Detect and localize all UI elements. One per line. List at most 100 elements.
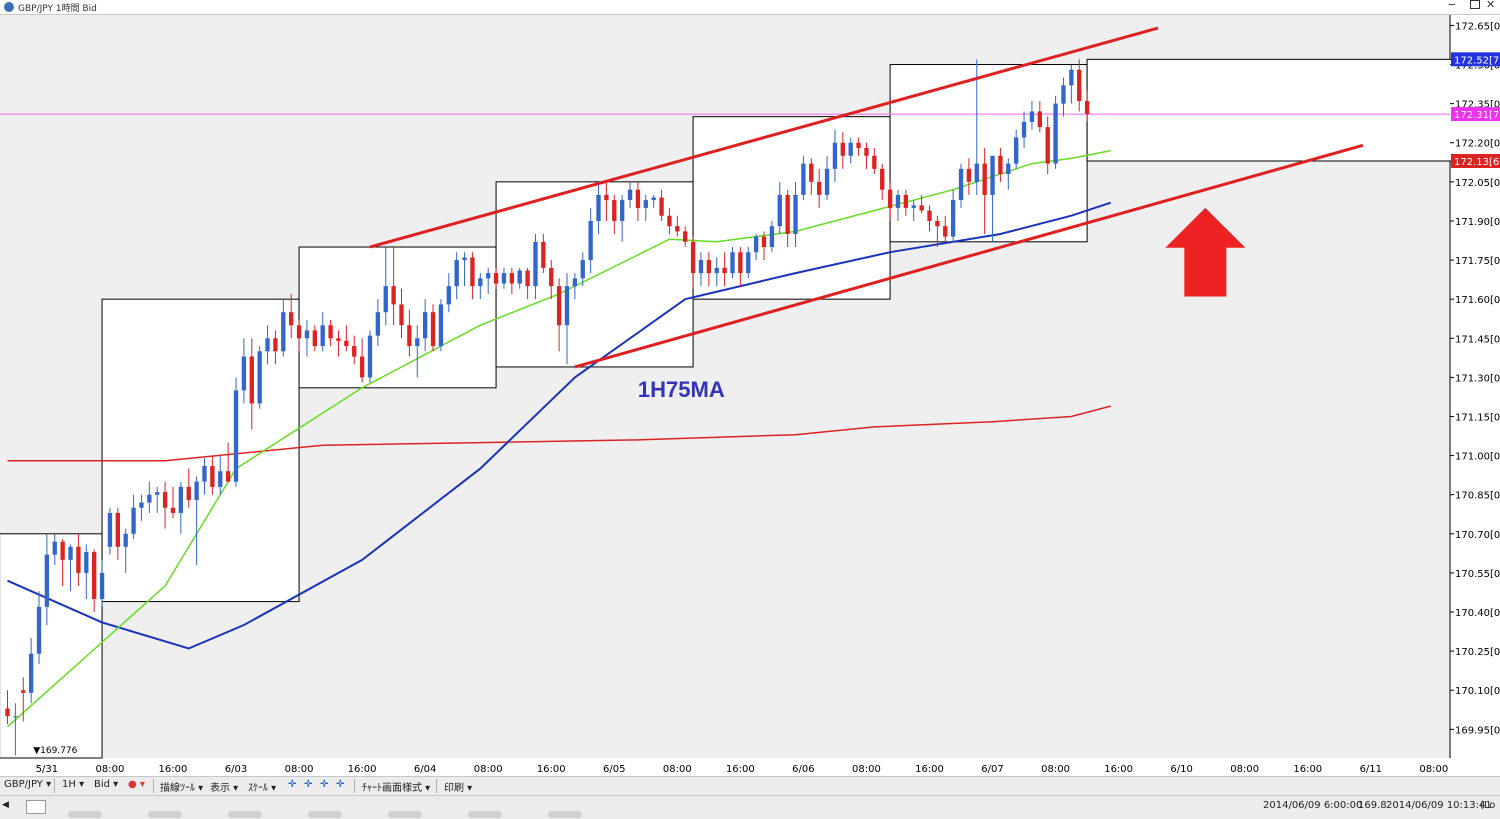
x-tick-label: 5/31 bbox=[36, 764, 58, 775]
candle-body bbox=[525, 270, 530, 287]
candle-body bbox=[777, 194, 782, 227]
candle-body bbox=[501, 273, 507, 284]
candle-body bbox=[241, 356, 247, 391]
x-tick-label: 08:00 bbox=[852, 764, 881, 775]
candle-body bbox=[1061, 85, 1066, 104]
candle-body bbox=[115, 512, 120, 547]
candle-body bbox=[155, 492, 160, 495]
candle-body bbox=[769, 226, 775, 248]
candle-body bbox=[722, 267, 727, 274]
candle-body bbox=[328, 325, 333, 339]
x-tick-label: 16:00 bbox=[537, 764, 566, 775]
scrollbar-track[interactable] bbox=[48, 802, 1248, 818]
color-picker-icon[interactable]: ● ▾ bbox=[128, 779, 145, 790]
x-tick-label: 08:00 bbox=[1041, 764, 1070, 775]
candle-body bbox=[218, 471, 223, 487]
y-tick-label: 171.60[0] bbox=[1455, 295, 1500, 306]
status-time-1: 2014/06/09 6:00:00 bbox=[1263, 800, 1363, 811]
candle-body bbox=[438, 304, 444, 347]
candle-body bbox=[840, 142, 845, 156]
candle-body bbox=[344, 340, 349, 347]
candle-body bbox=[903, 194, 909, 208]
candle-body bbox=[92, 552, 97, 599]
x-tick-label: 6/04 bbox=[414, 764, 436, 775]
maximize-icon[interactable] bbox=[1470, 0, 1480, 9]
candle-body bbox=[399, 304, 404, 326]
draw-tools-menu[interactable]: 描線ﾂｰﾙ ▾ bbox=[160, 783, 204, 794]
status-time-2: 2014/06/09 10:13:41 bbox=[1386, 800, 1492, 811]
candle-body bbox=[422, 312, 428, 339]
x-tick-label: 16:00 bbox=[348, 764, 377, 775]
candle-body bbox=[194, 481, 199, 500]
candle-body bbox=[352, 346, 357, 357]
x-tick-label: 6/05 bbox=[603, 764, 625, 775]
candlestick-chart[interactable]: 1H75MA▼169.776 172.65[0]172.50[0]172.35[… bbox=[0, 15, 1500, 775]
chart-toolbar: GBP/JPY ▾ 1H ▾ Bid ▾ ● ▾ 描線ﾂｰﾙ ▾ 表示 ▾ ｽｹ… bbox=[0, 776, 1500, 795]
chart-area[interactable]: 1H75MA▼169.776 172.65[0]172.50[0]172.35[… bbox=[0, 15, 1500, 775]
y-tick-label: 171.00[0] bbox=[1455, 452, 1500, 463]
candle-body bbox=[517, 270, 522, 284]
scale-menu[interactable]: ｽｹｰﾙ ▾ bbox=[248, 783, 277, 794]
candle-body bbox=[281, 312, 286, 352]
candle-body bbox=[1014, 137, 1019, 164]
candle-body bbox=[785, 194, 790, 234]
status-bar: ◀ 2014/06/09 6:00:00 169.8 2014/06/09 10… bbox=[0, 795, 1500, 819]
candle-body bbox=[966, 168, 972, 182]
zoom-out-icon[interactable]: ✛ bbox=[304, 779, 313, 790]
trendline bbox=[574, 143, 1364, 369]
candle-body bbox=[336, 338, 341, 341]
candle-body bbox=[619, 200, 625, 221]
print-menu[interactable]: 印刷 ▾ bbox=[444, 783, 473, 794]
range-box bbox=[1086, 58, 1500, 162]
candle-body bbox=[651, 197, 656, 201]
minimize-icon[interactable]: ‒ bbox=[1448, 0, 1456, 11]
candle-body bbox=[407, 325, 412, 347]
symbol-label: GBP/JPY bbox=[4, 779, 43, 790]
zoom-in-icon[interactable]: ✛ bbox=[288, 779, 297, 790]
y-tick-label: 171.45[0] bbox=[1455, 334, 1500, 345]
price-label: 172.52[7 bbox=[1454, 55, 1499, 66]
scrollbar-thumb[interactable] bbox=[26, 800, 46, 814]
y-tick-label: 172.35[0] bbox=[1455, 100, 1500, 111]
candle-body bbox=[265, 338, 270, 352]
x-tick-label: 08:00 bbox=[1230, 764, 1259, 775]
candle-body bbox=[162, 492, 168, 508]
x-tick-label: 6/03 bbox=[225, 764, 247, 775]
candle-body bbox=[667, 215, 672, 227]
chart-style-menu[interactable]: ﾁｬｰﾄ画面様式 ▾ bbox=[362, 783, 431, 794]
candle-body bbox=[950, 200, 956, 237]
display-menu[interactable]: 表示 ▾ bbox=[210, 783, 239, 794]
candle-body bbox=[147, 494, 152, 503]
scroll-left-icon[interactable]: ◀ bbox=[2, 800, 9, 810]
timeframe-select[interactable]: 1H ▾ bbox=[62, 779, 85, 790]
x-tick-label: 08:00 bbox=[96, 764, 125, 775]
x-tick-label: 08:00 bbox=[474, 764, 503, 775]
toolbar-divider bbox=[153, 779, 154, 793]
scroll-indicator bbox=[468, 811, 502, 818]
side-select[interactable]: Bid ▾ bbox=[94, 779, 119, 790]
candle-body bbox=[943, 226, 948, 237]
candle-body bbox=[1045, 127, 1050, 164]
close-icon[interactable]: ✕ bbox=[1486, 0, 1496, 11]
symbol-select[interactable]: GBP/JPY ▾ bbox=[4, 779, 52, 790]
candle-body bbox=[974, 163, 979, 182]
y-tick-label: 170.25[0] bbox=[1455, 647, 1500, 658]
expand-icon[interactable]: ✛ bbox=[320, 779, 329, 790]
scroll-indicator bbox=[228, 811, 262, 818]
candle-body bbox=[990, 155, 995, 195]
candle-body bbox=[643, 200, 648, 208]
low-marker-label: ▼169.776 bbox=[33, 746, 77, 756]
candle-body bbox=[824, 168, 830, 195]
candle-body bbox=[107, 512, 113, 547]
candle-body bbox=[1006, 163, 1011, 175]
candle-body bbox=[761, 236, 767, 248]
x-tick-label: 08:00 bbox=[663, 764, 692, 775]
timeframe-label: 1H bbox=[62, 779, 76, 790]
shrink-icon[interactable]: ✛ bbox=[336, 779, 345, 790]
candle-body bbox=[627, 189, 633, 201]
candle-body bbox=[675, 226, 680, 232]
candle-body bbox=[809, 163, 814, 182]
candle-body bbox=[304, 330, 310, 339]
candle-body bbox=[5, 708, 10, 717]
candle-body bbox=[225, 471, 231, 482]
